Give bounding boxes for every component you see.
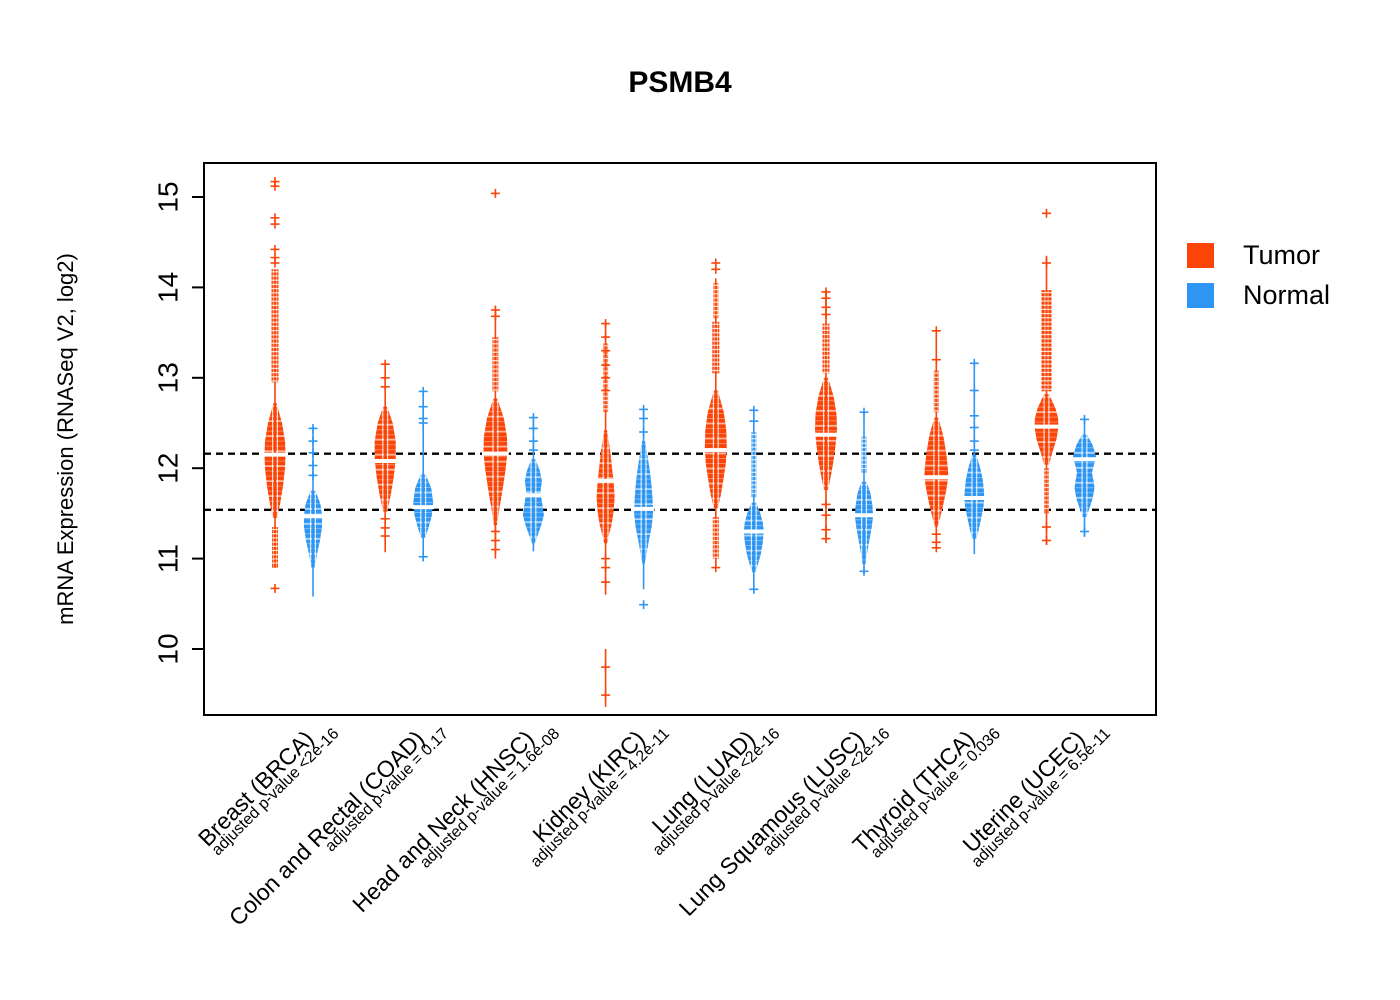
legend: Tumor Normal [1187, 240, 1331, 323]
violin-ucec-tumor [1033, 208, 1060, 545]
legend-swatch-normal-icon [1187, 283, 1214, 308]
violin-texture [1034, 394, 1059, 465]
stack-column [751, 432, 757, 498]
y-tick-label: 15 [153, 181, 184, 212]
y-tick-label: 11 [153, 544, 184, 573]
violin-texture [1073, 434, 1096, 517]
stack-column [712, 321, 720, 374]
x-label-coad: Colon and Rectal (COAD) [223, 725, 429, 931]
y-tick-label: 12 [153, 453, 184, 484]
legend-swatch-tumor-icon [1187, 243, 1214, 268]
legend-item-tumor: Tumor [1187, 240, 1330, 270]
stack-column [861, 436, 867, 473]
violin-coad-tumor [373, 359, 397, 553]
violin-coad-normal [412, 386, 435, 562]
violin-texture [264, 403, 286, 518]
stack-column [272, 527, 278, 568]
violin-texture [924, 417, 949, 527]
chart-title: PSMB4 [628, 66, 732, 99]
violin-brca-normal [302, 423, 324, 597]
y-tick-label: 14 [153, 272, 184, 303]
stack-column [1041, 290, 1052, 392]
violin-thca-normal [962, 358, 986, 555]
legend-label-tumor: Tumor [1243, 240, 1321, 270]
violin-texture [483, 398, 508, 526]
violin-texture [304, 490, 322, 568]
violin-texture [596, 430, 615, 544]
stack-column [712, 517, 719, 559]
violin-ucec-normal [1072, 414, 1097, 537]
violin-thca-tumor [922, 326, 950, 553]
plot-frame [203, 162, 1157, 716]
violin-texture [634, 441, 654, 564]
legend-item-normal: Normal [1187, 280, 1331, 310]
violin-kirc-tumor [596, 319, 615, 707]
stack-column [822, 323, 830, 374]
x-label-hnsc: Head and Neck (HNSC) [347, 725, 540, 918]
stack-column [933, 370, 939, 413]
violin-brca-tumor [263, 177, 287, 593]
y-tick-label: 10 [153, 633, 184, 664]
violin-kirc-normal [632, 404, 655, 610]
violin-lusc-normal [853, 407, 875, 576]
violin-hnsc-normal [522, 413, 544, 552]
x-label-brca: Breast (BRCA) [192, 725, 319, 852]
violin-lusc-tumor [814, 287, 839, 544]
violin-texture [815, 377, 837, 490]
violin-luad-tumor [703, 258, 729, 573]
violin-texture [522, 459, 544, 544]
y-tick-label: 13 [153, 362, 184, 393]
violin-hnsc-tumor [482, 188, 509, 559]
stack-column [713, 282, 719, 319]
stack-column [1044, 468, 1049, 514]
x-label-lusc: Lung Squamous (LUSC) [674, 725, 870, 921]
legend-label-normal: Normal [1243, 280, 1331, 310]
violin-luad-normal [742, 405, 766, 594]
